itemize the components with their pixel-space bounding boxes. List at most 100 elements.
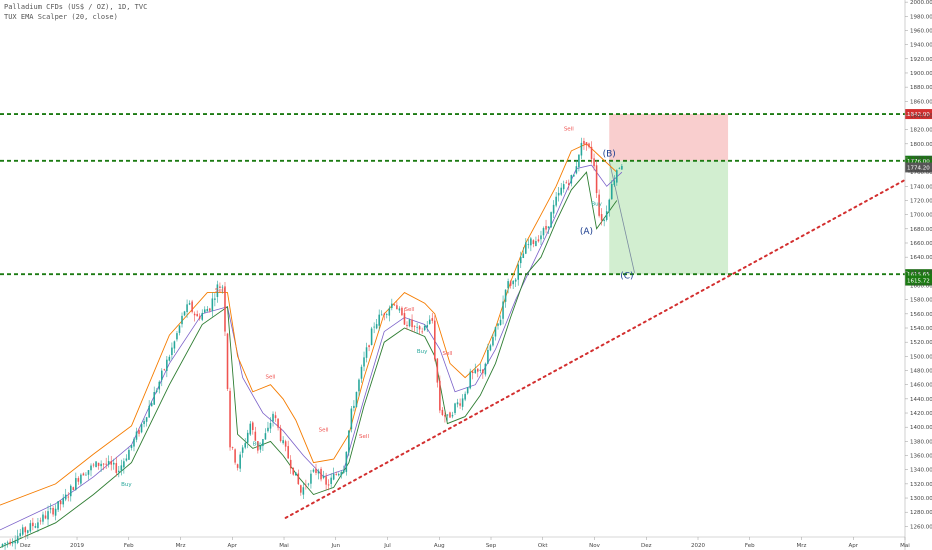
candle-body <box>416 326 418 328</box>
candle <box>428 315 431 325</box>
x-tick-label: Okt <box>538 543 549 549</box>
candle-body <box>59 500 62 505</box>
candle-body <box>196 313 198 317</box>
time-axis[interactable]: Dez 2019 Feb Mrz Apr Mai Jun Jul Aug Sep Okt Nov Dez… <box>0 536 910 549</box>
candle-body <box>171 347 173 356</box>
y-tick-label: 1520.00 <box>910 340 932 346</box>
candle-body <box>11 541 14 544</box>
candle-body <box>16 535 19 543</box>
price-tag <box>905 275 932 286</box>
candle <box>413 325 416 332</box>
wave-label: (C) <box>620 271 633 281</box>
candle-body <box>391 303 393 309</box>
candle <box>517 260 520 286</box>
candle <box>557 187 560 202</box>
candle-body <box>542 228 545 236</box>
x-tick-label: Jun <box>330 543 340 549</box>
candle-body <box>509 281 512 286</box>
candle-body <box>325 476 327 485</box>
signal-label: Sell <box>359 434 369 440</box>
candle-body <box>221 286 224 288</box>
candle-body <box>411 319 413 328</box>
candle <box>464 391 466 402</box>
candle-body <box>21 527 24 535</box>
candle <box>358 378 360 397</box>
candle-body <box>259 445 262 450</box>
candle <box>226 332 229 392</box>
candle-body <box>605 211 608 220</box>
candle-body <box>244 443 246 448</box>
x-tick-label: Dez <box>641 543 652 549</box>
candle-body <box>383 313 386 316</box>
candle <box>312 468 315 473</box>
candle-body <box>454 403 456 413</box>
y-tick-label: 1500.00 <box>910 354 932 360</box>
candle <box>499 315 502 326</box>
candle <box>431 313 434 324</box>
candle <box>203 306 206 314</box>
candle <box>54 504 57 521</box>
candle <box>590 141 593 164</box>
x-tick-label: Sep <box>486 543 497 549</box>
candle <box>135 427 138 443</box>
candle-body <box>466 387 469 394</box>
signal-label: Buy <box>591 201 602 207</box>
candle <box>168 354 171 362</box>
candle <box>305 479 307 490</box>
candle <box>621 164 623 170</box>
candle-body <box>153 392 155 405</box>
candle <box>244 438 246 450</box>
candle <box>368 344 370 352</box>
candle <box>37 518 39 533</box>
candles <box>1 137 623 550</box>
candle-body <box>201 312 204 320</box>
candle-body <box>335 474 337 475</box>
candle-body <box>226 333 229 389</box>
candle <box>375 319 378 330</box>
candle <box>75 472 77 491</box>
candle-body <box>550 212 552 228</box>
candle <box>332 467 335 481</box>
y-tick-label: 1260.00 <box>910 524 932 530</box>
candle-body <box>77 478 80 482</box>
candle-body <box>479 369 482 371</box>
candle-body <box>216 284 219 297</box>
candle <box>100 460 102 472</box>
candle-body <box>272 413 274 422</box>
x-tick-label: 2020 <box>691 543 705 549</box>
candle-body <box>143 421 145 425</box>
candle <box>573 174 575 177</box>
candle <box>383 312 386 321</box>
candle-body <box>294 472 297 476</box>
y-tick-label: 1700.00 <box>910 213 932 219</box>
candle-body <box>322 475 325 478</box>
price-axis[interactable]: 1260.00 1280.00 1300.00 1320.00 1340.00 1360.… <box>904 0 932 550</box>
candle-body <box>269 423 272 429</box>
x-tick-label: 2019 <box>70 543 84 549</box>
x-tick-label: Feb <box>745 543 755 549</box>
candle-body <box>163 369 166 371</box>
y-tick-label: 1940.00 <box>910 43 932 49</box>
candle <box>479 363 482 374</box>
candle-body <box>449 412 451 418</box>
candle-body <box>112 462 115 465</box>
candle <box>105 457 107 469</box>
x-tick-label: Mai <box>900 543 910 549</box>
candle-body <box>456 402 459 405</box>
candle-body <box>128 449 130 460</box>
y-tick-label: 1320.00 <box>910 482 932 488</box>
y-tick-label: 1860.00 <box>910 99 932 105</box>
candle-body <box>540 235 542 240</box>
candle <box>67 492 70 502</box>
candle <box>565 180 568 184</box>
candle <box>403 307 406 326</box>
candle-body <box>37 522 39 528</box>
candle <box>608 198 611 217</box>
candle-body <box>69 485 72 497</box>
wave-label: (B) <box>603 150 616 160</box>
candle <box>476 368 479 378</box>
y-tick-label: 1900.00 <box>910 71 932 77</box>
candle-body <box>100 463 102 467</box>
candle-body <box>476 368 479 372</box>
